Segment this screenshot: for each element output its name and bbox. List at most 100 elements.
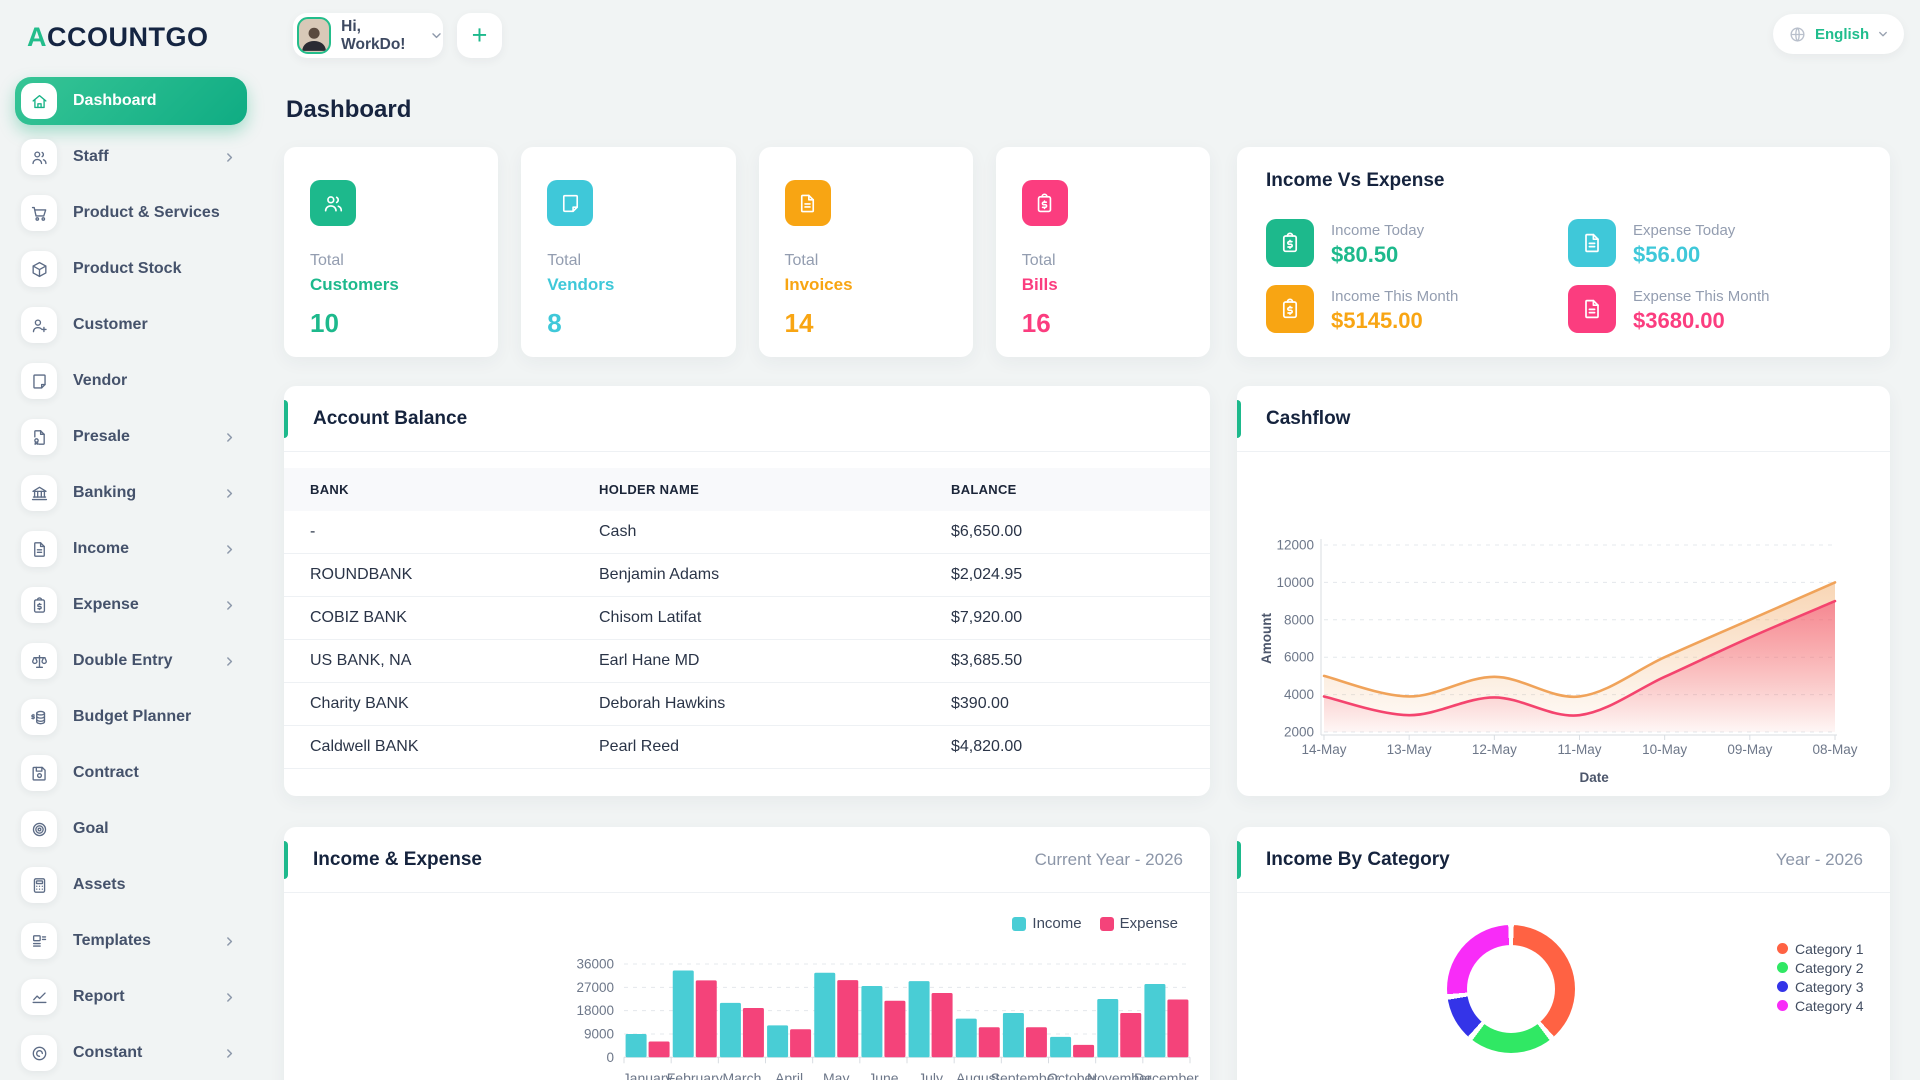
- chevron-right-icon: [223, 935, 236, 948]
- sidebar-item-contract[interactable]: Contract: [15, 749, 247, 797]
- legend-item-category-1[interactable]: Category 1: [1777, 939, 1863, 958]
- sidebar-item-assets[interactable]: Assets: [15, 861, 247, 909]
- disc-icon: [21, 1035, 57, 1071]
- income-by-category-donut: [1447, 925, 1575, 1053]
- sidebar-item-label: Goal: [73, 820, 109, 837]
- svg-text:14-May: 14-May: [1301, 742, 1346, 757]
- users-icon: [310, 180, 356, 226]
- sidebar-item-report[interactable]: Report: [15, 973, 247, 1021]
- scale-icon: [21, 643, 57, 679]
- legend-item-income[interactable]: Income: [1012, 915, 1082, 932]
- stat-card-invoices: Total Invoices 14: [758, 147, 973, 357]
- sidebar-item-double-entry[interactable]: Double Entry: [15, 637, 247, 685]
- sidebar-item-presale[interactable]: Presale: [15, 413, 247, 461]
- globe-icon: [1788, 25, 1807, 44]
- chevron-right-icon: [223, 543, 236, 556]
- sidebar-item-label: Report: [73, 988, 125, 1005]
- avatar: [297, 17, 332, 54]
- legend-item-category-3[interactable]: Category 3: [1777, 977, 1863, 996]
- svg-text:4000: 4000: [1284, 687, 1314, 702]
- legend-label-income: Income: [1032, 915, 1082, 932]
- chevron-right-icon: [223, 431, 236, 444]
- table-row: COBIZ BANK Chisom Latifat $7,920.00: [284, 596, 1210, 640]
- table-header-row: BANK HOLDER NAME BALANCE: [284, 468, 1210, 511]
- sidebar-item-product-stock[interactable]: Product Stock: [15, 245, 247, 293]
- legend-swatch-income: [1012, 916, 1027, 931]
- donut-legend: Category 1 Category 2 Category 3 Category 4: [1777, 939, 1863, 1015]
- svg-text:September: September: [991, 1070, 1060, 1080]
- package-icon: [21, 251, 57, 287]
- svg-text:9000: 9000: [584, 1026, 614, 1041]
- sidebar-item-vendor[interactable]: Vendor: [15, 357, 247, 405]
- language-selector[interactable]: English: [1773, 14, 1905, 54]
- sidebar-item-goal[interactable]: Goal: [15, 805, 247, 853]
- chevron-right-icon: [223, 991, 236, 1004]
- sidebar-item-dashboard[interactable]: Dashboard: [15, 77, 247, 125]
- sidebar-item-expense[interactable]: Expense: [15, 581, 247, 629]
- legend-item-expense[interactable]: Expense: [1099, 915, 1178, 932]
- accent-bar: [284, 400, 288, 438]
- floppy-icon: [21, 755, 57, 791]
- language-label: English: [1815, 25, 1870, 43]
- sidebar-item-label: Customer: [73, 316, 148, 333]
- svg-text:8000: 8000: [1284, 612, 1314, 627]
- accent-bar: [284, 841, 288, 879]
- home-icon: [21, 83, 57, 119]
- sidebar-item-income[interactable]: Income: [15, 525, 247, 573]
- table-cell: $4,820.00: [951, 725, 1210, 769]
- table-cell: Pearl Reed: [599, 725, 951, 769]
- svg-text:08-May: 08-May: [1812, 742, 1857, 757]
- sidebar-item-product-services[interactable]: Product & Services: [15, 189, 247, 237]
- stat-cards-row: Total Customers 10 Total Vendors 8 Total Invoic…: [284, 147, 1210, 357]
- sidebar-item-banking[interactable]: Banking: [15, 469, 247, 517]
- svg-text:April: April: [775, 1070, 803, 1080]
- sidebar-item-budget-planner[interactable]: Budget Planner: [15, 693, 247, 741]
- column-header-balance: BALANCE: [951, 468, 1210, 511]
- table-cell: $390.00: [951, 682, 1210, 726]
- legend-label: Category 1: [1795, 940, 1864, 957]
- table-cell: US BANK, NA: [284, 639, 599, 683]
- bar-chart-legend: Income Expense: [1012, 915, 1178, 932]
- legend-item-category-2[interactable]: Category 2: [1777, 958, 1863, 977]
- sidebar-item-label: Vendor: [73, 372, 128, 389]
- sidebar-item-label: Staff: [73, 148, 109, 165]
- legend-item-category-4[interactable]: Category 4: [1777, 996, 1863, 1015]
- stat-label: Invoices: [784, 275, 853, 294]
- sidebar-item-label: Double Entry: [73, 652, 173, 669]
- legend-label: Category 4: [1795, 997, 1864, 1014]
- file-text-icon: [1568, 219, 1616, 267]
- sidebar-item-staff[interactable]: Staff: [15, 133, 247, 181]
- stat-value: 10: [310, 308, 339, 338]
- users-icon: [21, 139, 57, 175]
- chevron-right-icon: [223, 151, 236, 164]
- add-button[interactable]: +: [457, 13, 502, 58]
- svg-text:11-May: 11-May: [1557, 742, 1601, 757]
- income-by-category-subtitle: Year - 2026: [1775, 849, 1863, 869]
- svg-text:18000: 18000: [576, 1003, 614, 1018]
- stat-value: 8: [547, 308, 562, 338]
- sidebar-item-customer[interactable]: Customer: [15, 301, 247, 349]
- ive-value: $5145.00: [1331, 308, 1423, 333]
- svg-text:November: November: [1087, 1070, 1152, 1080]
- stat-card-vendors: Total Vendors 8: [521, 147, 736, 357]
- sidebar-item-constant[interactable]: Constant: [15, 1029, 247, 1077]
- table-cell: $6,650.00: [951, 511, 1210, 554]
- svg-text:Amount: Amount: [1259, 613, 1274, 664]
- user-menu-button[interactable]: Hi, WorkDo!: [293, 13, 443, 58]
- svg-text:February: February: [667, 1070, 723, 1080]
- table-row: - Cash $6,650.00: [284, 511, 1210, 554]
- svg-text:10-May: 10-May: [1642, 742, 1687, 757]
- table-cell: COBIZ BANK: [284, 596, 599, 640]
- calculator-icon: [21, 867, 57, 903]
- chevron-right-icon: [223, 599, 236, 612]
- cashflow-title: Cashflow: [1266, 407, 1351, 429]
- ive-item-income-today: Income Today $80.50: [1266, 219, 1568, 268]
- sidebar-item-templates[interactable]: Templates: [15, 917, 247, 965]
- stat-value: 16: [1021, 308, 1051, 338]
- legend-dot: [1777, 943, 1788, 954]
- table-cell: -: [284, 511, 599, 554]
- file-badge-icon: [21, 419, 57, 455]
- ive-value: $3680.00: [1633, 308, 1725, 333]
- target-icon: [21, 811, 57, 847]
